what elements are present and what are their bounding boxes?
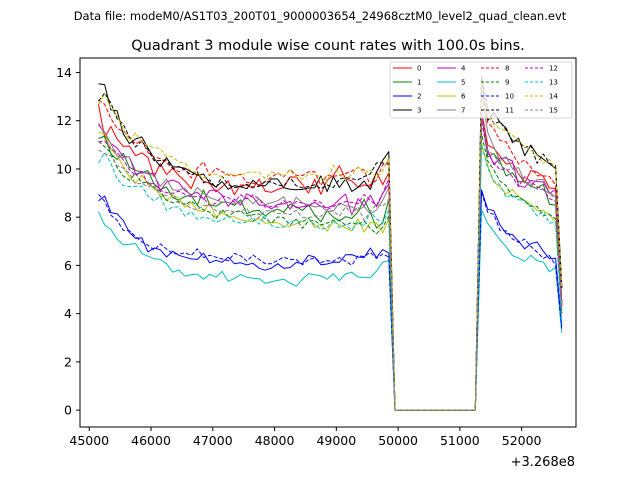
legend-label-8: 8 bbox=[505, 65, 509, 73]
legend-box bbox=[389, 61, 573, 119]
x-tick-label: 48000 bbox=[255, 433, 295, 448]
x-tick-label: 45000 bbox=[69, 433, 109, 448]
x-tick-label: 50000 bbox=[378, 433, 418, 448]
axes-frame bbox=[79, 57, 577, 428]
x-tick-label: 49000 bbox=[316, 433, 356, 448]
legend-label-15: 15 bbox=[549, 107, 558, 115]
y-tick-label: 6 bbox=[64, 258, 72, 273]
series-line-13 bbox=[98, 144, 563, 411]
legend-label-5: 5 bbox=[461, 79, 465, 87]
legend-label-9: 9 bbox=[505, 79, 509, 87]
legend-label-13: 13 bbox=[549, 79, 558, 87]
y-tick-label: 10 bbox=[56, 161, 72, 176]
series-line-15 bbox=[98, 110, 563, 411]
y-tick-label: 12 bbox=[56, 113, 72, 128]
series-line-0 bbox=[98, 104, 563, 411]
figure-suptitle: Data file: modeM0/AS1T03_200T01_90000036… bbox=[74, 9, 567, 23]
legend-label-12: 12 bbox=[549, 65, 558, 73]
series-line-8 bbox=[98, 88, 563, 411]
series-line-14 bbox=[98, 81, 563, 411]
legend-label-3: 3 bbox=[417, 107, 421, 115]
legend-label-10: 10 bbox=[505, 93, 514, 101]
x-tick-label: 47000 bbox=[193, 433, 233, 448]
legend-label-6: 6 bbox=[461, 93, 466, 101]
legend-label-1: 1 bbox=[417, 79, 421, 87]
y-tick-label: 0 bbox=[64, 403, 72, 418]
x-tick-label: 51000 bbox=[440, 433, 480, 448]
legend-label-11: 11 bbox=[505, 107, 514, 115]
legend-label-14: 14 bbox=[549, 93, 558, 101]
y-tick-label: 14 bbox=[56, 65, 72, 80]
legend-label-2: 2 bbox=[417, 93, 421, 101]
legend-label-0: 0 bbox=[417, 65, 421, 73]
x-tick-label: 52000 bbox=[502, 433, 542, 448]
series-line-5 bbox=[98, 209, 563, 411]
y-tick-label: 8 bbox=[64, 210, 72, 225]
legend-label-4: 4 bbox=[461, 65, 466, 73]
series-line-10 bbox=[98, 191, 563, 411]
x-offset-label: +3.268e8 bbox=[511, 455, 575, 470]
axis-ticks: 45000 46000 47000 48000 49000 50000 51000 52000… bbox=[56, 65, 541, 448]
y-tick-label: 4 bbox=[64, 306, 72, 321]
series-line-12 bbox=[98, 121, 563, 411]
chart-title: Quadrant 3 module wise count rates with … bbox=[131, 38, 525, 54]
x-tick-label: 46000 bbox=[131, 433, 171, 448]
y-tick-label: 2 bbox=[64, 354, 72, 369]
legend-label-7: 7 bbox=[461, 107, 465, 115]
